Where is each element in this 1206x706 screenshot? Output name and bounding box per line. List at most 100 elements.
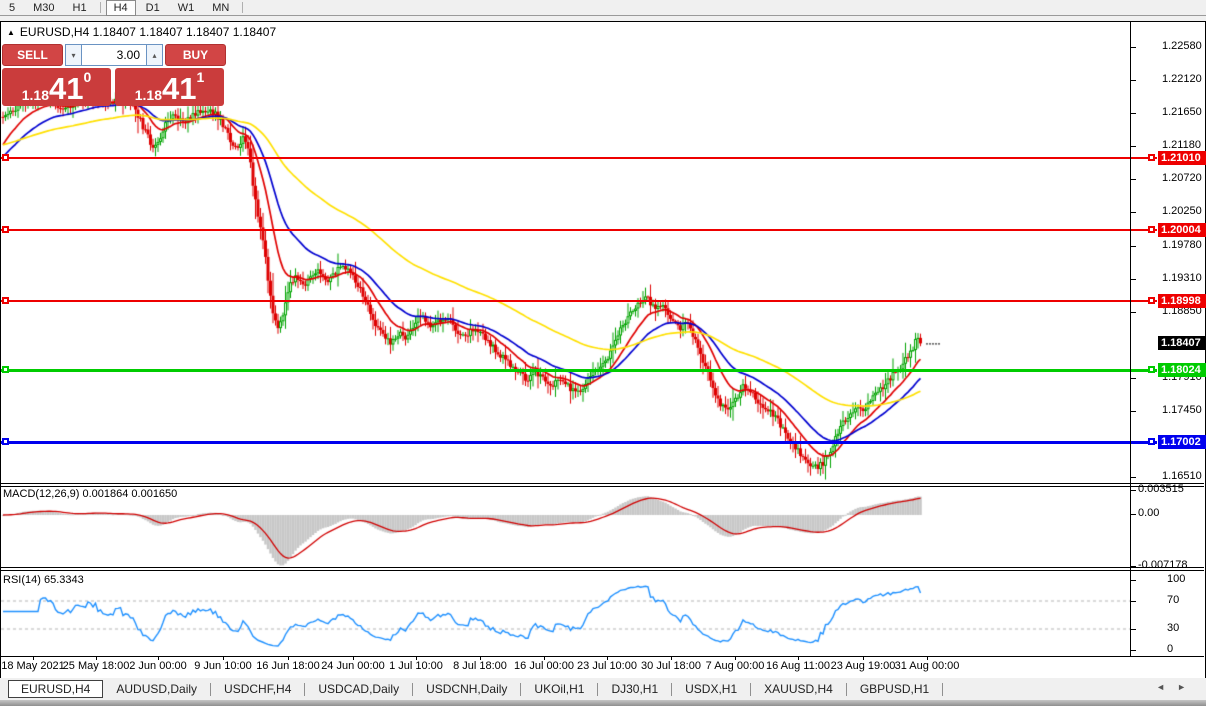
timeframe-button-w1[interactable]: W1 [177, 1, 195, 14]
resistance-line-1-label: 1.21010 [1158, 151, 1206, 165]
line-handle[interactable] [2, 226, 9, 233]
tab-xauusd-h4[interactable]: XAUUSD,H4 [764, 682, 833, 696]
macd-tick-mark [1130, 514, 1136, 515]
time-tick-label: 30 Jul 18:00 [641, 660, 701, 672]
tab-separator [412, 682, 414, 696]
symbol-triangle-icon: ▲ [7, 28, 15, 37]
tab-scroll-left-icon[interactable]: ◄ [1156, 682, 1178, 692]
macd-tick-label: 0.003515 [1138, 483, 1184, 495]
price-tick-mark [1130, 312, 1136, 313]
time-tick-mark [158, 656, 159, 660]
tab-separator [597, 682, 599, 696]
price-tick-label: 1.19780 [1162, 239, 1202, 251]
volume-decrease-button[interactable]: ▾ [65, 44, 82, 66]
volume-input[interactable]: 3.00 [82, 44, 146, 66]
tab-separator [304, 682, 306, 696]
timeframe-button-h4[interactable]: H4 [105, 0, 136, 16]
price-tick-label: 1.21180 [1162, 139, 1201, 151]
buy-button[interactable]: BUY [165, 44, 226, 66]
tab-dj30-h1[interactable]: DJ30,H1 [611, 682, 659, 696]
resistance-line-3[interactable] [1, 300, 1157, 302]
time-tick-label: 23 Aug 19:00 [830, 660, 896, 672]
price-tick-label: 1.16510 [1162, 470, 1202, 482]
time-axis-border [1, 656, 1204, 657]
sell-price-sup: 0 [83, 69, 92, 85]
time-tick-label: 23 Jul 10:00 [577, 660, 637, 672]
line-handle[interactable] [2, 154, 9, 161]
timeframe-button-d1[interactable]: D1 [145, 1, 160, 14]
tab-audusd-daily[interactable]: AUDUSD,Daily [116, 682, 198, 696]
tab-usdchf-h4[interactable]: USDCHF,H4 [224, 682, 292, 696]
tab-separator [750, 682, 752, 696]
panel-separator[interactable] [1, 567, 1204, 568]
line-handle[interactable] [1148, 226, 1155, 233]
rsi-tick-label: 0 [1167, 643, 1174, 655]
price-tick-label: 1.20720 [1162, 172, 1202, 184]
buy-price-button[interactable]: 1.18 41 1 [115, 68, 224, 106]
chart-tab-bar: EURUSD,H4 AUDUSD,Daily USDCHF,H4 USDCAD,Dai… [0, 678, 1206, 700]
time-tick-mark [223, 656, 224, 660]
panel-separator[interactable] [1, 570, 1204, 571]
macd-indicator-label: MACD(12,26,9) 0.001864 0.001650 [3, 488, 178, 500]
resistance-line-2[interactable] [1, 229, 1157, 231]
tab-usdcnh-daily[interactable]: USDCNH,Daily [426, 682, 508, 696]
line-handle[interactable] [2, 366, 9, 373]
sell-button[interactable]: SELL [2, 44, 63, 66]
price-tick-mark [1130, 378, 1136, 379]
rsi-tick-mark [1130, 650, 1136, 651]
sell-price-prefix: 1.18 [21, 87, 49, 103]
price-tick-mark [1130, 246, 1136, 247]
chart-title: ▲ EURUSD,H4 1.18407 1.18407 1.18407 1.184… [7, 25, 276, 39]
time-tick-mark [480, 656, 481, 660]
volume-increase-button[interactable]: ▴ [146, 44, 163, 66]
resistance-line-1[interactable] [1, 157, 1157, 159]
price-tick-label: 1.17450 [1162, 404, 1202, 416]
price-tick-mark [1130, 212, 1136, 213]
time-tick-label: 25 May 18:00 [62, 660, 130, 672]
price-tick-mark [1130, 179, 1136, 180]
rsi-tick-mark [1130, 601, 1136, 602]
price-tick-mark [1130, 47, 1136, 48]
tab-gbpusd-h1[interactable]: GBPUSD,H1 [859, 682, 930, 696]
resistance-line-2-label: 1.20004 [1158, 223, 1206, 237]
time-tick-mark [671, 656, 672, 660]
timeframe-toolbar: 5 M30 H1 H4 D1 W1 MN [0, 0, 1206, 16]
line-handle[interactable] [1148, 366, 1155, 373]
time-tick-mark [863, 656, 864, 660]
macd-tick-mark [1130, 490, 1136, 491]
time-tick-mark [607, 656, 608, 660]
line-handle[interactable] [2, 438, 9, 445]
support-line-blue[interactable] [1, 441, 1157, 444]
macd-tick-mark [1130, 566, 1136, 567]
time-tick-mark [798, 656, 799, 660]
support-line-green[interactable] [1, 369, 1157, 372]
timeframe-button-5[interactable]: 5 [9, 1, 16, 14]
price-tick-label: 1.21650 [1162, 106, 1202, 118]
timeframe-button-m30[interactable]: M30 [33, 1, 55, 14]
line-handle[interactable] [2, 297, 9, 304]
toolbar-separator [242, 2, 244, 13]
tab-usdcad-daily[interactable]: USDCAD,Daily [318, 682, 400, 696]
sell-price-button[interactable]: 1.18 41 0 [2, 68, 111, 106]
tab-usdx-h1[interactable]: USDX,H1 [685, 682, 738, 696]
timeframe-button-h1[interactable]: H1 [72, 1, 87, 14]
panel-separator[interactable] [1, 483, 1204, 484]
tab-eurusd-h4[interactable]: EURUSD,H4 [8, 680, 104, 698]
timeframe-button-mn[interactable]: MN [212, 1, 230, 14]
time-tick-label: 31 Aug 00:00 [894, 660, 960, 672]
rsi-indicator-label: RSI(14) 65.3343 [3, 574, 84, 586]
line-handle[interactable] [1148, 154, 1155, 161]
price-chart-canvas[interactable] [1, 40, 1130, 656]
time-tick-mark [288, 656, 289, 660]
line-handle[interactable] [1148, 438, 1155, 445]
rsi-tick-mark [1130, 580, 1136, 581]
tab-ukoil-h1[interactable]: UKOil,H1 [534, 682, 585, 696]
line-handle[interactable] [1148, 297, 1155, 304]
tab-scroll-right-icon[interactable]: ► [1177, 682, 1198, 692]
one-click-trading-panel: SELL ▾ 3.00 ▴ BUY 1.18 41 0 1.18 41 1 [2, 44, 226, 106]
time-tick-mark [96, 656, 97, 660]
panel-separator[interactable] [1, 486, 1204, 487]
price-tick-mark [1130, 80, 1136, 81]
tab-scroll-arrows[interactable]: ◄► [1156, 682, 1198, 692]
macd-tick-label: 0.00 [1138, 507, 1160, 519]
